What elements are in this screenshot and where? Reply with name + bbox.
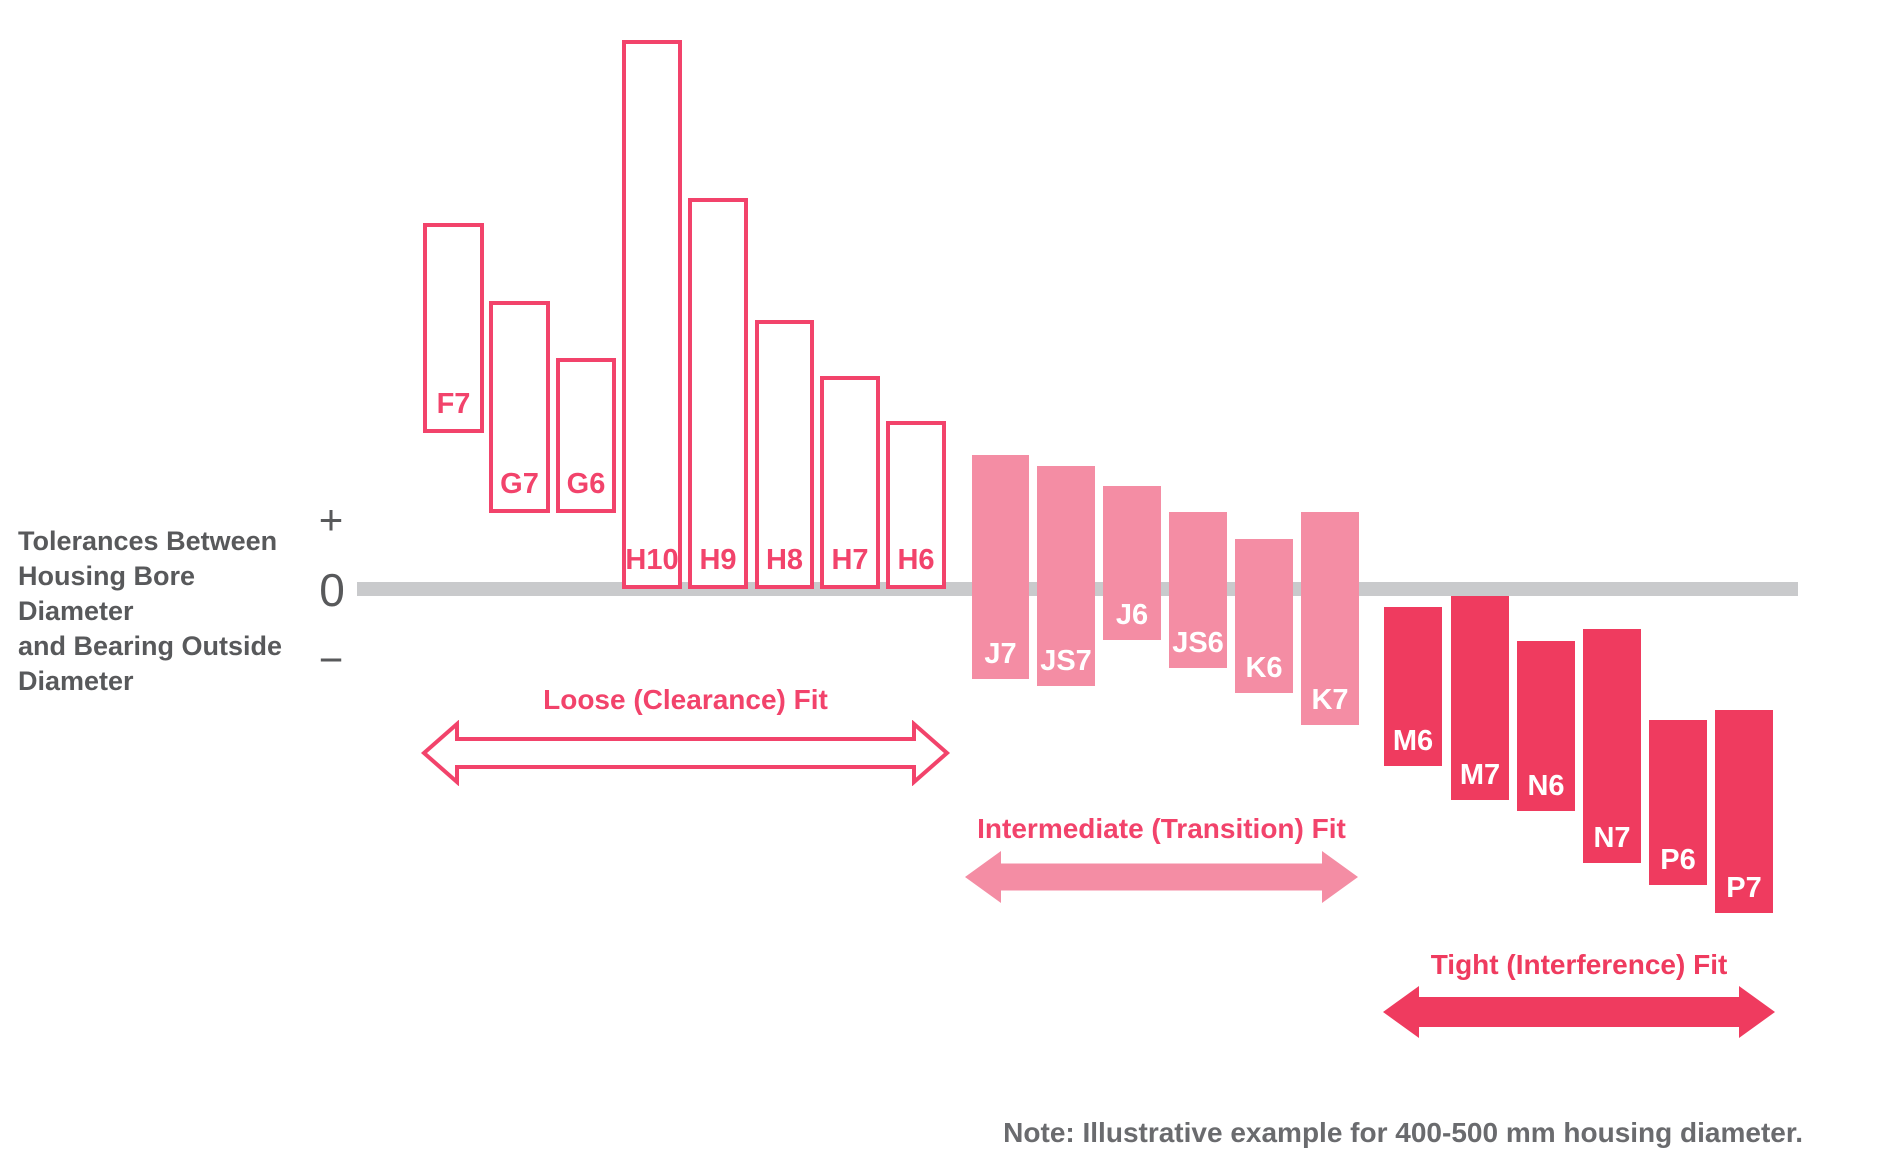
bar-label-G7: G7 xyxy=(500,468,539,500)
bar-N7: N7 xyxy=(1583,629,1641,863)
bar-N6: N6 xyxy=(1517,641,1575,811)
bar-label-H6: H6 xyxy=(897,544,935,576)
bar-H9: H9 xyxy=(688,198,748,589)
bar-label-JS6: JS6 xyxy=(1172,627,1224,659)
bar-M6: M6 xyxy=(1384,607,1442,766)
bar-H8: H8 xyxy=(755,320,814,589)
y-axis-minus-mark: − xyxy=(318,636,344,683)
bar-label-H9: H9 xyxy=(699,544,737,576)
loose-fit-label: Loose (Clearance) Fit xyxy=(543,684,828,715)
bar-H7: H7 xyxy=(820,376,880,589)
bar-label-M6: M6 xyxy=(1392,725,1434,757)
bar-JS7: JS7 xyxy=(1037,466,1095,686)
bar-G7: G7 xyxy=(489,301,550,513)
bar-G6: G6 xyxy=(556,358,616,513)
tight-fit-label: Tight (Interference) Fit xyxy=(1430,949,1728,980)
intermediate-fit-label: Intermediate (Transition) Fit xyxy=(977,813,1346,844)
bar-JS6: JS6 xyxy=(1169,512,1227,668)
y-axis-plus-mark: + xyxy=(318,496,344,543)
y-axis-title: Tolerances Between Housing Bore Diameter… xyxy=(18,526,283,696)
bar-label-H8: H8 xyxy=(765,544,804,576)
bar-J6: J6 xyxy=(1103,486,1161,640)
bar-label-H7: H7 xyxy=(831,544,869,576)
bar-H6: H6 xyxy=(886,421,946,589)
bar-H10: H10 xyxy=(622,40,682,589)
bar-label-N7: N7 xyxy=(1593,822,1631,854)
bar-K6: K6 xyxy=(1235,539,1293,693)
bar-J7: J7 xyxy=(972,455,1029,679)
footnote: Note: Illustrative example for 400-500 m… xyxy=(1003,1117,1803,1148)
intermediate-fit-arrow xyxy=(965,851,1358,903)
bar-P7: P7 xyxy=(1715,710,1773,913)
bar-label-N6: N6 xyxy=(1527,770,1565,802)
bar-F7: F7 xyxy=(423,223,484,433)
y-axis-zero-mark: 0 xyxy=(319,564,345,616)
bar-label-K6: K6 xyxy=(1245,652,1283,684)
bar-M7: M7 xyxy=(1451,596,1509,800)
bar-label-H10: H10 xyxy=(625,544,679,576)
bar-label-J6: J6 xyxy=(1115,599,1149,631)
bar-K7: K7 xyxy=(1301,512,1359,725)
bar-label-K7: K7 xyxy=(1311,684,1349,716)
bar-label-P7: P7 xyxy=(1726,872,1762,904)
bar-label-M7: M7 xyxy=(1459,759,1501,791)
loose-fit-arrow xyxy=(420,720,951,786)
tight-fit-arrow xyxy=(1383,986,1775,1038)
bar-P6: P6 xyxy=(1649,720,1707,885)
bar-label-F7: F7 xyxy=(436,388,471,420)
bar-label-J7: J7 xyxy=(984,638,1017,670)
bar-label-P6: P6 xyxy=(1660,844,1696,876)
bar-label-G6: G6 xyxy=(566,468,606,500)
bar-label-JS7: JS7 xyxy=(1040,645,1092,677)
